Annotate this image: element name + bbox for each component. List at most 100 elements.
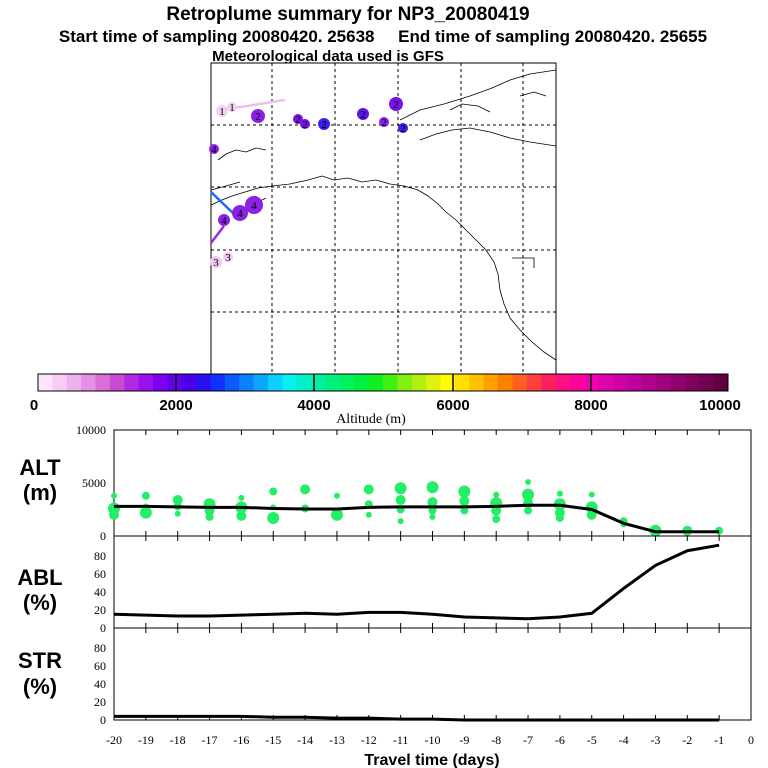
colorbar-cell (699, 374, 715, 391)
map-marker-label: 4 (251, 200, 257, 212)
colorbar-cell (239, 374, 255, 391)
colorbar-tick-10000: 10000 (699, 397, 741, 414)
alt-point (174, 510, 181, 517)
abl-ytick-40: 40 (94, 585, 106, 599)
x-tick-label: -13 (329, 733, 345, 747)
colorbar-cell (713, 374, 729, 391)
map-marker (216, 105, 228, 117)
str-panel-frame (113, 627, 752, 721)
map-marker (357, 108, 369, 120)
abl-tickmarks (113, 536, 752, 628)
map-marker-label: 4 (211, 144, 217, 156)
colorbar-cell (181, 374, 197, 391)
str-ytick-80: 80 (94, 641, 106, 655)
alt-point (395, 494, 406, 505)
map-marker-label: 2 (381, 117, 387, 129)
str-ytick-0: 0 (100, 713, 106, 727)
x-tick-label: -14 (297, 733, 313, 747)
map-marker-label: 1 (219, 106, 225, 118)
alt-point (524, 506, 533, 515)
map-marker (218, 214, 230, 226)
colorbar-cell (196, 374, 211, 391)
colorbar-cell (569, 374, 585, 391)
colorbar-cell (426, 374, 441, 391)
alt-point (556, 490, 563, 497)
altitude-colorbar: 0 2000 4000 6000 8000 10000 Altitude (m) (30, 373, 741, 427)
alt-point (172, 494, 183, 505)
colorbar-cell (670, 374, 686, 391)
alt-point (333, 492, 340, 499)
map-frame (210, 62, 557, 376)
alt-ytick-10000: 10000 (76, 423, 106, 437)
colorbar-cell (296, 374, 312, 391)
figure-title: Retroplume summary for NP3_20080419 (166, 4, 529, 25)
colorbar-tick-8000: 8000 (574, 397, 607, 414)
colorbar-cell (153, 374, 168, 391)
alt-ytick-0: 0 (100, 529, 106, 543)
map-marker-label: 4 (221, 215, 227, 227)
map-marker-label: 2 (393, 99, 399, 111)
map-marker-label: 2 (400, 123, 406, 135)
colorbar-cell (210, 374, 226, 391)
str-panel: STR (%) 80 60 40 20 0 -20 -19 -18 -17 -16 -15… (18, 627, 754, 768)
colorbar-cell (339, 374, 355, 391)
abl-ytick-0: 0 (100, 621, 106, 635)
x-axis-label: Travel time (days) (364, 752, 499, 768)
str-ytick-60: 60 (94, 659, 106, 673)
x-tick-label: -6 (555, 733, 565, 747)
str-ytick-20: 20 (94, 695, 106, 709)
x-tick-label: -3 (650, 733, 660, 747)
map-marker-label: 3 (225, 252, 231, 264)
map-marker-label: 4 (237, 208, 243, 220)
alt-point (109, 509, 119, 520)
colorbar-cell (541, 374, 556, 391)
colorbar-cell (138, 374, 154, 391)
x-tick-label: -1 (714, 733, 724, 747)
alt-panel-label: ALT (19, 455, 61, 480)
str-ytick-40: 40 (94, 677, 106, 691)
alt-point (460, 506, 469, 515)
map-marker (232, 205, 248, 221)
colorbar-frame (37, 373, 729, 392)
map-marker (210, 256, 222, 268)
colorbar-tick-0: 0 (30, 397, 38, 414)
map-marker (398, 123, 408, 133)
alt-point (267, 511, 280, 524)
x-tick-label: -10 (425, 733, 441, 747)
x-tick-label: -18 (170, 733, 186, 747)
colorbar-cell (124, 374, 140, 391)
colorbar-cells (38, 374, 729, 391)
x-tick-label: -9 (459, 733, 469, 747)
alt-point (394, 482, 407, 495)
map-marker-label: 1 (229, 102, 235, 114)
abl-panel: ABL (%) 80 60 40 20 0 (17, 535, 752, 635)
alt-mean-line (114, 503, 720, 534)
alt-point (427, 497, 438, 508)
str-tickmarks (113, 628, 752, 720)
x-tick-label: -12 (361, 733, 377, 747)
map-marker (223, 252, 233, 262)
map-grid (211, 63, 556, 375)
colorbar-cell (167, 374, 183, 391)
colorbar-cell (526, 374, 542, 391)
str-panel-unit: (%) (23, 674, 57, 699)
colorbar-cell (498, 374, 513, 391)
abl-panel-unit: (%) (23, 590, 57, 615)
colorbar-cell (38, 374, 53, 391)
alt-point (397, 518, 404, 525)
colorbar-cell (469, 374, 485, 391)
alt-point (205, 512, 214, 521)
alt-ytick-5000: 5000 (82, 476, 106, 490)
x-tick-label: -8 (491, 733, 501, 747)
alt-point (330, 508, 343, 521)
colorbar-cell (454, 374, 470, 391)
x-tick-label: -4 (619, 733, 629, 747)
alt-point (588, 491, 595, 498)
alt-point (428, 506, 437, 515)
colorbar-cell (282, 374, 298, 391)
colorbar-tick-4000: 4000 (297, 397, 330, 414)
colorbar-cell (311, 374, 326, 391)
x-tick-labels: -20 -19 -18 -17 -16 -15 -14 -13 -12 -11 -10 -9 -8 -7-… (106, 733, 754, 747)
